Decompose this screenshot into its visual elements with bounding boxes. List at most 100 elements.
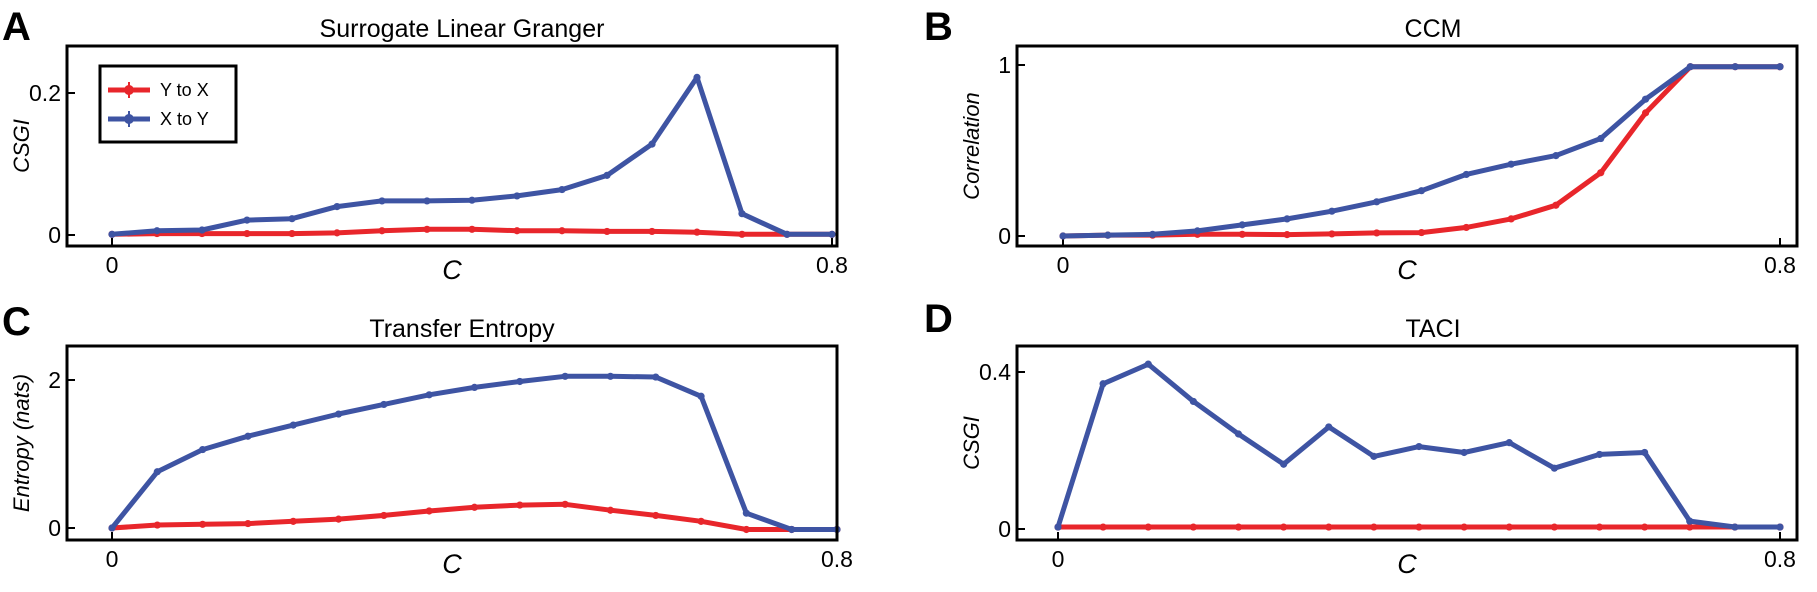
data-point (468, 196, 476, 204)
data-point (1417, 228, 1426, 237)
data-point (1731, 523, 1739, 531)
data-point (334, 410, 343, 418)
x-tick-label: 0.8 (1764, 546, 1796, 572)
y-tick-label: 0 (48, 515, 61, 541)
y-tick-label: 0 (48, 222, 61, 248)
data-point (244, 519, 252, 528)
plot-frame (65, 44, 839, 248)
data-point (1328, 207, 1336, 215)
data-point (1104, 231, 1112, 239)
data-point (693, 228, 701, 236)
panel-letter: D (924, 297, 953, 341)
data-point (199, 445, 207, 454)
y-tick-label: 1 (998, 52, 1011, 78)
data-point (153, 468, 161, 476)
data-point (693, 73, 701, 81)
panel-letter: B (924, 5, 953, 49)
data-point (1280, 523, 1288, 531)
data-point (333, 229, 341, 237)
data-point (380, 511, 388, 520)
data-point (243, 229, 251, 238)
x-tick-label: 0 (106, 546, 119, 572)
data-point (1328, 230, 1336, 238)
data-point (513, 227, 521, 235)
data-point (1417, 187, 1426, 195)
data-point (828, 230, 836, 238)
data-point (1641, 95, 1650, 103)
data-point (516, 377, 524, 386)
chart-title: Surrogate Linear Granger (320, 15, 605, 43)
data-point (380, 400, 388, 409)
x-tick-label: 0 (106, 252, 119, 278)
data-point (1595, 523, 1604, 531)
x-axis-label: C (442, 255, 462, 285)
data-point (1415, 442, 1423, 451)
data-point (1507, 160, 1515, 168)
data-point (697, 392, 705, 400)
data-point (108, 230, 116, 238)
data-point (244, 432, 252, 440)
data-point (108, 524, 116, 532)
data-point (1373, 198, 1381, 206)
data-point (1462, 223, 1470, 232)
data-point (1059, 232, 1067, 240)
data-point (1280, 460, 1288, 468)
data-point (243, 216, 251, 224)
data-point (1238, 230, 1246, 238)
data-point (558, 227, 566, 235)
y-tick-label: 0 (998, 223, 1011, 249)
data-point (1234, 430, 1243, 438)
data-point (1776, 523, 1784, 531)
data-point (470, 383, 479, 391)
data-point (1595, 450, 1604, 459)
data-point (1193, 227, 1202, 235)
panel-d: D TACI CSGI C 0 0.4 0 0.8 (924, 297, 1799, 579)
data-point (423, 225, 431, 233)
series-line-x-to-y (1060, 64, 1783, 239)
data-point (425, 391, 433, 399)
legend-label: X to Y (160, 109, 209, 129)
panel-letter: C (2, 300, 31, 344)
data-point (652, 511, 660, 520)
y-axis-label: Entropy (nats) (9, 374, 34, 512)
x-axis-label: C (1397, 255, 1417, 285)
data-point (1144, 360, 1152, 368)
data-point (333, 203, 341, 211)
data-point (288, 229, 296, 238)
data-point (561, 500, 569, 508)
data-point (153, 227, 161, 235)
x-tick-label: 0.8 (816, 252, 848, 278)
data-point (1189, 523, 1197, 531)
data-point (738, 230, 746, 238)
data-point (738, 210, 746, 218)
data-point (652, 373, 660, 381)
x-tick-label: 0 (1057, 252, 1070, 278)
chart-title: TACI (1405, 315, 1460, 343)
x-axis-label: C (1397, 549, 1417, 579)
data-point (606, 372, 615, 380)
data-point (1238, 221, 1246, 229)
data-point (1054, 523, 1062, 531)
y-tick-label: 2 (48, 367, 61, 393)
data-point (1686, 517, 1694, 525)
data-point (378, 197, 386, 205)
data-point (1099, 380, 1107, 388)
plot-frame (65, 344, 839, 542)
data-point (1550, 464, 1558, 472)
data-point (1144, 523, 1152, 531)
data-point (1283, 215, 1291, 223)
data-point (603, 227, 611, 236)
data-point (1641, 448, 1649, 457)
data-point (470, 503, 479, 511)
data-point (425, 507, 433, 515)
data-point (289, 517, 297, 525)
plot-frame (1015, 44, 1799, 248)
data-point (1641, 109, 1650, 117)
data-point (516, 501, 524, 509)
data-point (788, 525, 796, 534)
data-point (1552, 201, 1560, 209)
data-point (1641, 523, 1649, 531)
data-point (1373, 229, 1381, 237)
data-point (1552, 152, 1560, 160)
panel-c: C Transfer Entropy Entropy (nats) C 0 2 0 0.8 (2, 300, 853, 579)
